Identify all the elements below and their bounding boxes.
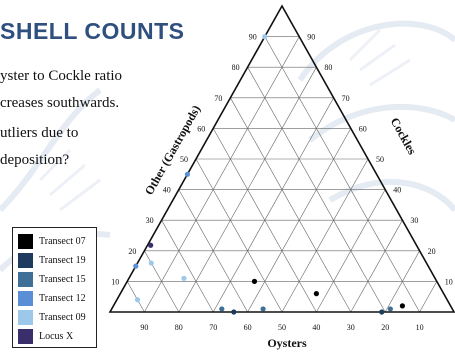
axis-title-cockles: Cockles	[388, 115, 420, 157]
data-point	[399, 303, 405, 309]
tick-label-oysters: 10	[416, 323, 424, 332]
tick-label-other: 60	[197, 124, 205, 133]
grid-line-cockles	[350, 220, 403, 313]
legend-swatch	[18, 310, 33, 325]
data-point	[313, 291, 319, 297]
data-point	[251, 278, 258, 284]
tick-label-other: 20	[128, 247, 136, 256]
tick-label-other: 10	[111, 277, 119, 286]
tick-label-cockles: 90	[307, 33, 315, 42]
grid-line-oysters	[264, 36, 420, 313]
tick-label-oysters: 80	[175, 323, 183, 332]
legend-swatch	[18, 253, 33, 268]
tick-label-oysters: 30	[347, 323, 355, 332]
legend-label: Transect 19	[39, 255, 86, 266]
tick-label-other: 50	[180, 155, 188, 164]
legend-item: Transect 19	[18, 251, 96, 270]
grid-line-oysters	[178, 189, 248, 313]
tick-label-other: 40	[163, 186, 171, 195]
grid-line-oysters	[195, 158, 283, 313]
grid-line-cockles	[212, 97, 334, 313]
grid-line-cockles	[281, 158, 369, 313]
grid-line-oysters	[161, 220, 214, 313]
data-point	[133, 263, 139, 269]
tick-label-oysters: 40	[312, 323, 320, 332]
axis-title-other: Other (Gastropods)	[142, 103, 203, 198]
legend-label: Transect 09	[39, 312, 86, 323]
tick-label-cockles: 40	[393, 186, 401, 195]
data-point	[387, 306, 393, 312]
grid-line-oysters	[126, 281, 145, 313]
tick-label-cockles: 60	[359, 124, 367, 133]
data-point	[379, 309, 385, 315]
bullet-text-1: yster to Cockle ratio	[0, 68, 123, 84]
legend-item: Locus X	[18, 327, 96, 346]
legend-label: Transect 12	[39, 293, 86, 304]
legend-label: Locus X	[39, 331, 74, 342]
data-point	[134, 297, 141, 303]
tick-label-oysters: 70	[209, 323, 217, 332]
legend-item: Transect 07	[18, 232, 96, 251]
tick-label-cockles: 80	[324, 63, 332, 72]
tick-label-cockles: 70	[342, 94, 350, 103]
tick-label-other: 80	[232, 63, 240, 72]
data-point	[219, 306, 225, 312]
bullet-text-4: deposition?	[0, 152, 70, 168]
chart-legend: Transect 07 Transect 19 Transect 15 Transec…	[12, 227, 97, 348]
grid-line-cockles	[384, 250, 420, 313]
grid-line-cockles	[419, 281, 438, 313]
grid-line-cockles	[144, 36, 300, 313]
legend-item: Transect 09	[18, 308, 96, 327]
grid-line-cockles	[316, 189, 386, 313]
tick-label-oysters: 90	[140, 323, 148, 332]
tick-label-oysters: 50	[278, 323, 286, 332]
data-point	[148, 260, 154, 266]
data-point	[262, 34, 268, 40]
tick-label-cockles: 30	[410, 216, 418, 225]
tick-label-other: 90	[249, 33, 257, 42]
tick-label-cockles: 10	[445, 277, 453, 286]
grid-line-oysters	[230, 97, 352, 313]
tick-label-other: 70	[214, 94, 222, 103]
legend-swatch	[18, 329, 33, 344]
bullet-text-3: utliers due to	[0, 125, 79, 141]
bullet-text-2: creases southwards.	[0, 95, 120, 111]
slide-title: SHELL COUNTS	[0, 18, 185, 44]
data-point	[148, 242, 154, 248]
tick-label-cockles: 50	[376, 155, 384, 164]
legend-item: Transect 12	[18, 289, 96, 308]
legend-swatch	[18, 234, 33, 249]
legend-item: Transect 15	[18, 270, 96, 289]
legend-label: Transect 07	[39, 236, 86, 247]
tick-label-cockles: 20	[428, 247, 436, 256]
legend-label: Transect 15	[39, 274, 86, 285]
data-point	[231, 309, 237, 315]
axis-title-oysters: Oysters	[267, 336, 307, 350]
triangle-outline	[108, 4, 455, 313]
legend-swatch	[18, 291, 33, 306]
legend-swatch	[18, 272, 33, 287]
tick-label-oysters: 20	[381, 323, 389, 332]
tick-label-oysters: 60	[244, 323, 252, 332]
data-point	[181, 275, 187, 281]
tick-label-other: 30	[146, 216, 154, 225]
data-point	[260, 306, 266, 312]
data-point	[184, 171, 190, 177]
